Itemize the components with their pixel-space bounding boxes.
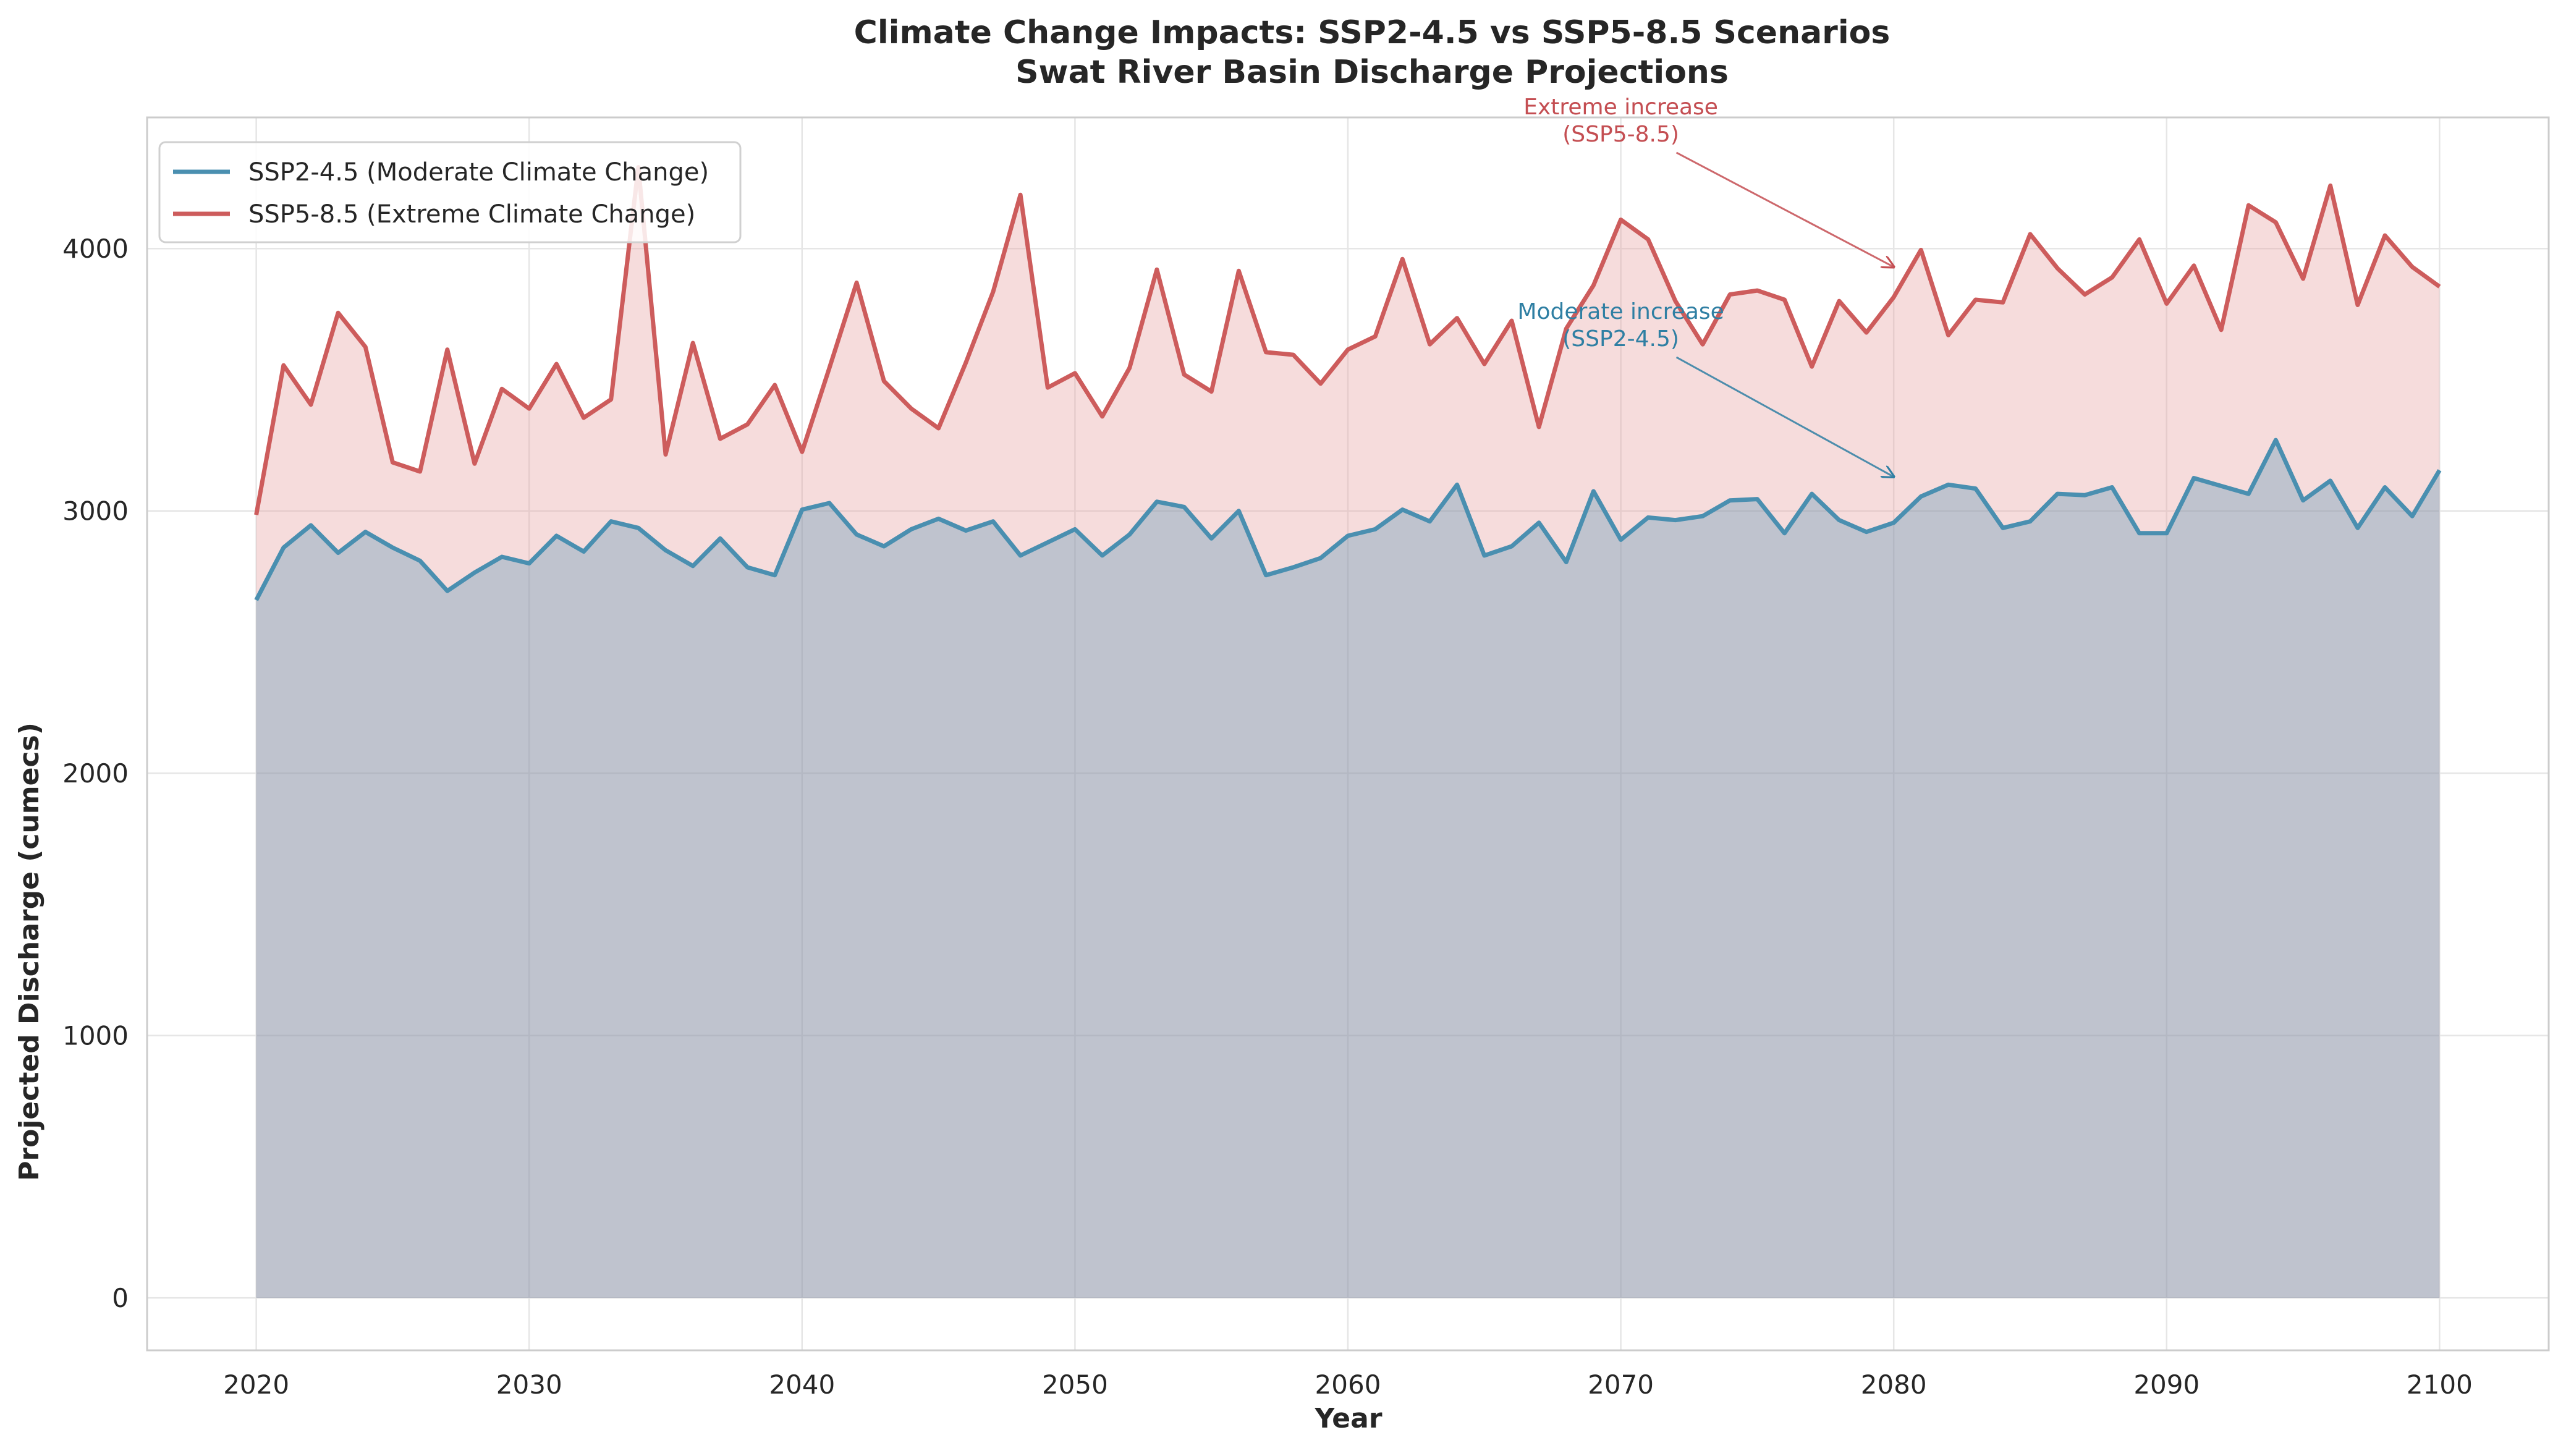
x-tick-label: 2090	[2133, 1369, 2200, 1400]
plot-frame	[146, 116, 2550, 1352]
x-tick-label: 2060	[1315, 1369, 1381, 1400]
area-layer	[256, 167, 2440, 1298]
y-axis-label: Projected Discharge (cumecs)	[14, 722, 45, 1181]
x-tick-label: 2040	[769, 1369, 835, 1400]
legend-label-ssp585: SSP5-8.5 (Extreme Climate Change)	[248, 200, 695, 229]
x-tick-label: 2030	[496, 1369, 562, 1400]
annotation-arrow	[1675, 356, 1894, 476]
x-tick-label: 2070	[1588, 1369, 1654, 1400]
y-tick-label: 1000	[62, 1021, 129, 1051]
grid-layer	[147, 117, 2549, 1350]
y-tick-label: 2000	[62, 758, 129, 789]
y-tick-label: 4000	[62, 234, 129, 264]
x-tick-label: 2050	[1042, 1369, 1108, 1400]
x-tick-label: 2080	[1861, 1369, 1927, 1400]
legend-box	[158, 141, 742, 243]
series-area-ssp585	[256, 167, 2440, 1298]
chart-title: Climate Change Impacts: SSP2-4.5 vs SSP5…	[854, 14, 1891, 51]
series-line-ssp585	[254, 165, 2441, 515]
chart-subtitle: Swat River Basin Discharge Projections	[1015, 54, 1729, 91]
annotation-text: (SSP2-4.5)	[1562, 326, 1679, 352]
tick-layer: 2020 2030 2040 2050 2060 2070 2080 2090 2100 0 100…	[62, 234, 2473, 1400]
annotation-layer: Extreme increase(SSP5-8.5) Moderate incre…	[1517, 95, 1894, 477]
y-tick-label: 0	[112, 1283, 129, 1313]
annotation-text: Extreme increase	[1523, 95, 1718, 120]
annotation-text: Moderate increase	[1517, 299, 1724, 324]
x-tick-label: 2100	[2407, 1369, 2473, 1400]
line-layer	[254, 165, 2442, 601]
series-line-ssp245	[254, 438, 2442, 601]
y-tick-label: 3000	[62, 496, 129, 527]
x-tick-label: 2020	[223, 1369, 289, 1400]
series-area-ssp245	[256, 440, 2440, 1298]
annotation-text: (SSP5-8.5)	[1562, 122, 1679, 147]
legend-label-ssp245: SSP2-4.5 (Moderate Climate Change)	[248, 158, 709, 187]
legend: SSP2-4.5 (Moderate Climate Change) SSP5-…	[158, 141, 742, 243]
x-axis-label: Year	[1314, 1403, 1382, 1434]
annotation-arrow	[1675, 151, 1894, 267]
